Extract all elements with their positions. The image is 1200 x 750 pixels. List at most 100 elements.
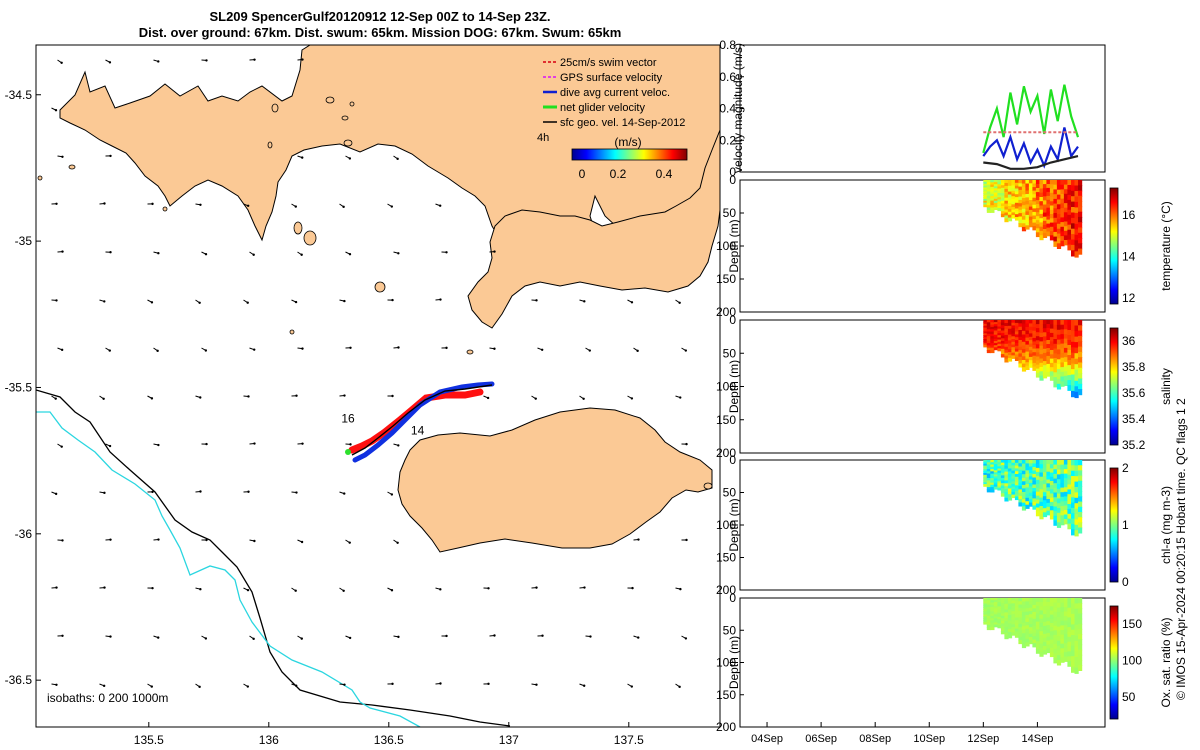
oxygen-cell bbox=[1042, 641, 1048, 647]
legend-dive: dive avg current veloc. bbox=[560, 87, 670, 99]
salinity-cell bbox=[983, 340, 988, 344]
salinity-cell bbox=[1014, 351, 1020, 356]
oxygen-cell bbox=[1007, 606, 1013, 611]
chla-cell bbox=[1035, 460, 1041, 465]
chla-cell bbox=[1000, 467, 1006, 472]
current-vector-head bbox=[156, 349, 159, 353]
chla-cell bbox=[1035, 499, 1041, 505]
salinity-cell bbox=[983, 333, 988, 336]
salinity-cell bbox=[1049, 375, 1055, 381]
oxygen-cell bbox=[1067, 651, 1072, 658]
chla-cell bbox=[1035, 503, 1041, 509]
temperature-cell bbox=[990, 202, 995, 206]
temperature-cell bbox=[983, 183, 988, 187]
oxygen-cell bbox=[993, 608, 998, 611]
temperature-cell bbox=[1021, 180, 1027, 185]
oxygen-cell bbox=[1078, 644, 1083, 651]
chla-cell bbox=[1049, 464, 1055, 470]
oxygen-cell bbox=[1018, 636, 1023, 641]
chla-cell bbox=[1018, 495, 1023, 500]
oxygen-cell bbox=[1053, 630, 1058, 636]
chla-cell bbox=[1046, 495, 1051, 500]
temperature-cell bbox=[1053, 222, 1058, 228]
current-vector-head bbox=[157, 538, 160, 541]
temperature-cell bbox=[1046, 184, 1051, 189]
temperature-cell bbox=[1074, 212, 1079, 220]
oxygen-y-tick-label: 100 bbox=[716, 656, 736, 670]
salinity-cell bbox=[1011, 320, 1016, 324]
oxygen-cell bbox=[1046, 640, 1051, 646]
salinity-cell bbox=[990, 326, 995, 330]
salinity-cell bbox=[1018, 336, 1023, 341]
current-vector-head bbox=[204, 637, 208, 640]
temperature-cell bbox=[990, 207, 995, 211]
salinity-cell bbox=[986, 336, 991, 340]
temperature-cell bbox=[1063, 226, 1069, 232]
current-vector-head bbox=[204, 252, 208, 256]
current-vector-head bbox=[294, 300, 298, 304]
temperature-cell bbox=[1025, 200, 1030, 206]
temperature-cell bbox=[1000, 211, 1006, 215]
chla-cell bbox=[1071, 507, 1076, 514]
current-vector-head bbox=[150, 685, 153, 688]
salinity-cell bbox=[1063, 361, 1069, 368]
chla-cell bbox=[1056, 479, 1062, 485]
salinity-cell bbox=[1032, 323, 1037, 328]
oxygen-cell bbox=[1000, 610, 1006, 614]
map-y-axis: -34.5-35-35.5-36-36.5 bbox=[5, 88, 41, 687]
temperature-cell bbox=[986, 200, 991, 204]
temperature-cell bbox=[1014, 182, 1020, 187]
oxygen-cell bbox=[1021, 619, 1027, 624]
salinity-cell bbox=[1056, 349, 1062, 356]
current-vector-head bbox=[582, 684, 586, 687]
chla-cell bbox=[1025, 497, 1030, 502]
chla-cell bbox=[1078, 460, 1083, 466]
temperature-cell bbox=[1063, 240, 1069, 246]
salinity-colorbar bbox=[1109, 327, 1119, 446]
oxygen-cell bbox=[997, 600, 1002, 603]
salinity-cell bbox=[1021, 334, 1027, 339]
map-frame bbox=[35, 44, 721, 728]
oxygen-ylabel: Depth (m) bbox=[727, 636, 741, 689]
temperature-cell bbox=[1056, 204, 1062, 210]
oxygen-cell bbox=[1074, 630, 1079, 637]
temperature-cell bbox=[1049, 197, 1055, 203]
chla-cell bbox=[986, 466, 991, 470]
salinity-cell bbox=[983, 344, 988, 348]
salinity-cell bbox=[986, 322, 991, 326]
oxygen-y-tick-label: 150 bbox=[716, 688, 736, 702]
salinity-cell bbox=[1021, 352, 1027, 358]
chla-cell bbox=[986, 471, 991, 475]
salinity-cell bbox=[1049, 358, 1055, 364]
temperature-cell bbox=[1067, 209, 1072, 216]
chla-cell bbox=[1018, 479, 1023, 484]
salinity-cell bbox=[1049, 324, 1055, 330]
current-vector-head bbox=[301, 442, 304, 445]
current-vector-head bbox=[108, 61, 112, 64]
chla-cell bbox=[997, 481, 1002, 485]
chla-cell bbox=[997, 479, 1002, 482]
oxygen-cell bbox=[1053, 611, 1058, 618]
oxygen-cell bbox=[1074, 624, 1079, 631]
current-vector-head bbox=[246, 685, 250, 688]
chla-cell bbox=[1021, 488, 1027, 493]
salinity-cell bbox=[1056, 378, 1062, 385]
current-vector-head bbox=[199, 203, 202, 206]
current-vector-head bbox=[252, 253, 255, 256]
oxygen-cell bbox=[1035, 633, 1041, 639]
temperature-cell bbox=[1004, 212, 1009, 217]
oxygen-cell bbox=[990, 609, 995, 613]
oxygen-cell bbox=[1042, 614, 1048, 619]
temperature-cell bbox=[1039, 226, 1044, 232]
current-vector-head bbox=[301, 156, 304, 159]
salinity-cell bbox=[1074, 364, 1079, 371]
chla-cell bbox=[1028, 499, 1034, 504]
salinity-y-tick-label: 200 bbox=[716, 446, 736, 460]
oxygen-cell bbox=[1028, 633, 1034, 638]
salinity-cell bbox=[1074, 320, 1079, 327]
chla-cell bbox=[993, 466, 998, 470]
chla-cell bbox=[1063, 469, 1069, 475]
chla-cell bbox=[1014, 462, 1020, 467]
salinity-cell bbox=[1004, 352, 1009, 357]
salinity-cell bbox=[1035, 348, 1041, 354]
